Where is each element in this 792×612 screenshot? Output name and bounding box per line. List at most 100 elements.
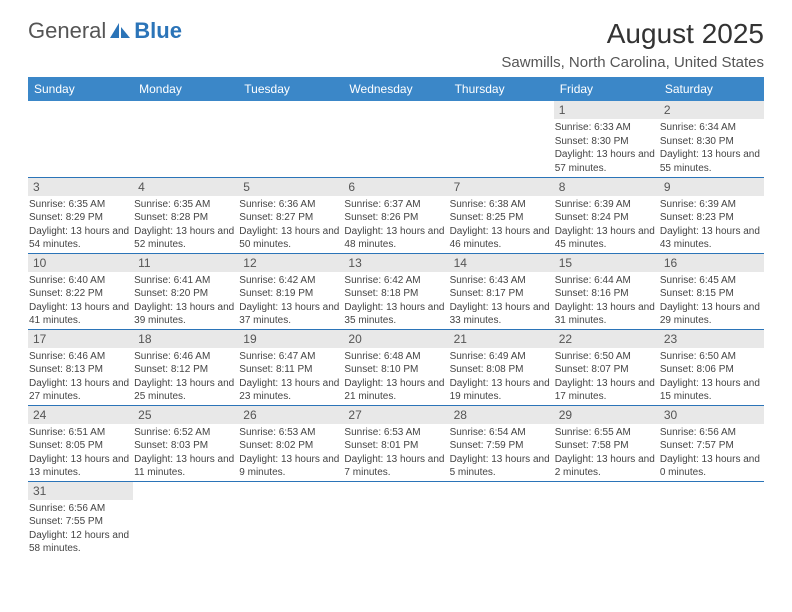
day-number: 7	[449, 178, 554, 196]
daylight-line: Daylight: 13 hours and 45 minutes.	[555, 225, 658, 252]
weekday-header: Tuesday	[238, 77, 343, 101]
day-cell: 17Sunrise: 6:46 AMSunset: 8:13 PMDayligh…	[28, 329, 133, 405]
day-number: 24	[28, 406, 133, 424]
empty-cell	[238, 481, 343, 557]
day-number: 11	[133, 254, 238, 272]
daylight-line: Daylight: 13 hours and 52 minutes.	[134, 225, 237, 252]
day-details: Sunrise: 6:35 AMSunset: 8:28 PMDaylight:…	[133, 196, 238, 252]
sunrise-line: Sunrise: 6:50 AM	[660, 350, 763, 364]
day-number: 5	[238, 178, 343, 196]
day-cell: 30Sunrise: 6:56 AMSunset: 7:57 PMDayligh…	[659, 405, 764, 481]
calendar-row: 3Sunrise: 6:35 AMSunset: 8:29 PMDaylight…	[28, 177, 764, 253]
day-details: Sunrise: 6:40 AMSunset: 8:22 PMDaylight:…	[28, 272, 133, 328]
day-cell: 3Sunrise: 6:35 AMSunset: 8:29 PMDaylight…	[28, 177, 133, 253]
day-details: Sunrise: 6:37 AMSunset: 8:26 PMDaylight:…	[343, 196, 448, 252]
day-details: Sunrise: 6:42 AMSunset: 8:18 PMDaylight:…	[343, 272, 448, 328]
empty-cell	[449, 481, 554, 557]
sunrise-line: Sunrise: 6:48 AM	[344, 350, 447, 364]
day-number: 13	[343, 254, 448, 272]
day-details: Sunrise: 6:53 AMSunset: 8:02 PMDaylight:…	[238, 424, 343, 480]
daylight-line: Daylight: 13 hours and 13 minutes.	[29, 453, 132, 480]
sunrise-line: Sunrise: 6:49 AM	[450, 350, 553, 364]
sunrise-line: Sunrise: 6:39 AM	[660, 198, 763, 212]
day-cell: 22Sunrise: 6:50 AMSunset: 8:07 PMDayligh…	[554, 329, 659, 405]
sunset-line: Sunset: 7:58 PM	[555, 439, 658, 453]
sunrise-line: Sunrise: 6:53 AM	[344, 426, 447, 440]
sunrise-line: Sunrise: 6:42 AM	[239, 274, 342, 288]
brand-logo: General Blue	[28, 18, 182, 44]
sunrise-line: Sunrise: 6:54 AM	[450, 426, 553, 440]
daylight-line: Daylight: 13 hours and 57 minutes.	[555, 148, 658, 175]
sunrise-line: Sunrise: 6:46 AM	[29, 350, 132, 364]
day-cell: 13Sunrise: 6:42 AMSunset: 8:18 PMDayligh…	[343, 253, 448, 329]
daylight-line: Daylight: 13 hours and 39 minutes.	[134, 301, 237, 328]
day-number: 18	[133, 330, 238, 348]
daylight-line: Daylight: 13 hours and 35 minutes.	[344, 301, 447, 328]
sunset-line: Sunset: 8:30 PM	[660, 135, 763, 149]
daylight-line: Daylight: 13 hours and 37 minutes.	[239, 301, 342, 328]
sunset-line: Sunset: 8:27 PM	[239, 211, 342, 225]
sunset-line: Sunset: 8:10 PM	[344, 363, 447, 377]
daylight-line: Daylight: 13 hours and 27 minutes.	[29, 377, 132, 404]
day-cell: 1Sunrise: 6:33 AMSunset: 8:30 PMDaylight…	[554, 101, 659, 177]
daylight-line: Daylight: 13 hours and 19 minutes.	[450, 377, 553, 404]
day-details: Sunrise: 6:50 AMSunset: 8:06 PMDaylight:…	[659, 348, 764, 404]
calendar-table: SundayMondayTuesdayWednesdayThursdayFrid…	[28, 77, 764, 557]
daylight-line: Daylight: 13 hours and 48 minutes.	[344, 225, 447, 252]
sunset-line: Sunset: 8:13 PM	[29, 363, 132, 377]
day-cell: 5Sunrise: 6:36 AMSunset: 8:27 PMDaylight…	[238, 177, 343, 253]
day-details: Sunrise: 6:33 AMSunset: 8:30 PMDaylight:…	[554, 119, 659, 175]
sunrise-line: Sunrise: 6:38 AM	[450, 198, 553, 212]
day-number: 19	[238, 330, 343, 348]
day-cell: 7Sunrise: 6:38 AMSunset: 8:25 PMDaylight…	[449, 177, 554, 253]
sunset-line: Sunset: 7:55 PM	[29, 515, 132, 529]
sunrise-line: Sunrise: 6:35 AM	[29, 198, 132, 212]
sunset-line: Sunset: 8:18 PM	[344, 287, 447, 301]
day-details: Sunrise: 6:42 AMSunset: 8:19 PMDaylight:…	[238, 272, 343, 328]
day-cell: 29Sunrise: 6:55 AMSunset: 7:58 PMDayligh…	[554, 405, 659, 481]
daylight-line: Daylight: 13 hours and 2 minutes.	[555, 453, 658, 480]
weekday-header-row: SundayMondayTuesdayWednesdayThursdayFrid…	[28, 77, 764, 101]
calendar-row: 31Sunrise: 6:56 AMSunset: 7:55 PMDayligh…	[28, 481, 764, 557]
day-details: Sunrise: 6:48 AMSunset: 8:10 PMDaylight:…	[343, 348, 448, 404]
sunset-line: Sunset: 8:28 PM	[134, 211, 237, 225]
day-number: 27	[343, 406, 448, 424]
sunrise-line: Sunrise: 6:45 AM	[660, 274, 763, 288]
day-cell: 15Sunrise: 6:44 AMSunset: 8:16 PMDayligh…	[554, 253, 659, 329]
sunset-line: Sunset: 8:02 PM	[239, 439, 342, 453]
daylight-line: Daylight: 13 hours and 41 minutes.	[29, 301, 132, 328]
day-number: 22	[554, 330, 659, 348]
sunset-line: Sunset: 8:24 PM	[555, 211, 658, 225]
sunset-line: Sunset: 8:20 PM	[134, 287, 237, 301]
day-cell: 2Sunrise: 6:34 AMSunset: 8:30 PMDaylight…	[659, 101, 764, 177]
day-number: 8	[554, 178, 659, 196]
day-cell: 21Sunrise: 6:49 AMSunset: 8:08 PMDayligh…	[449, 329, 554, 405]
sunset-line: Sunset: 8:08 PM	[450, 363, 553, 377]
day-number: 28	[449, 406, 554, 424]
sunset-line: Sunset: 8:29 PM	[29, 211, 132, 225]
day-number: 4	[133, 178, 238, 196]
day-cell: 23Sunrise: 6:50 AMSunset: 8:06 PMDayligh…	[659, 329, 764, 405]
empty-cell	[238, 101, 343, 177]
daylight-line: Daylight: 13 hours and 31 minutes.	[555, 301, 658, 328]
day-cell: 4Sunrise: 6:35 AMSunset: 8:28 PMDaylight…	[133, 177, 238, 253]
day-details: Sunrise: 6:47 AMSunset: 8:11 PMDaylight:…	[238, 348, 343, 404]
sunset-line: Sunset: 7:57 PM	[660, 439, 763, 453]
sunrise-line: Sunrise: 6:50 AM	[555, 350, 658, 364]
sunset-line: Sunset: 8:30 PM	[555, 135, 658, 149]
day-details: Sunrise: 6:39 AMSunset: 8:24 PMDaylight:…	[554, 196, 659, 252]
empty-cell	[343, 481, 448, 557]
daylight-line: Daylight: 13 hours and 21 minutes.	[344, 377, 447, 404]
day-details: Sunrise: 6:43 AMSunset: 8:17 PMDaylight:…	[449, 272, 554, 328]
day-details: Sunrise: 6:54 AMSunset: 7:59 PMDaylight:…	[449, 424, 554, 480]
calendar-row: 10Sunrise: 6:40 AMSunset: 8:22 PMDayligh…	[28, 253, 764, 329]
day-details: Sunrise: 6:45 AMSunset: 8:15 PMDaylight:…	[659, 272, 764, 328]
day-cell: 18Sunrise: 6:46 AMSunset: 8:12 PMDayligh…	[133, 329, 238, 405]
day-details: Sunrise: 6:46 AMSunset: 8:12 PMDaylight:…	[133, 348, 238, 404]
daylight-line: Daylight: 13 hours and 0 minutes.	[660, 453, 763, 480]
day-number: 31	[28, 482, 133, 500]
day-details: Sunrise: 6:55 AMSunset: 7:58 PMDaylight:…	[554, 424, 659, 480]
sunrise-line: Sunrise: 6:40 AM	[29, 274, 132, 288]
header-row: General Blue August 2025 Sawmills, North…	[28, 18, 764, 71]
day-number: 23	[659, 330, 764, 348]
